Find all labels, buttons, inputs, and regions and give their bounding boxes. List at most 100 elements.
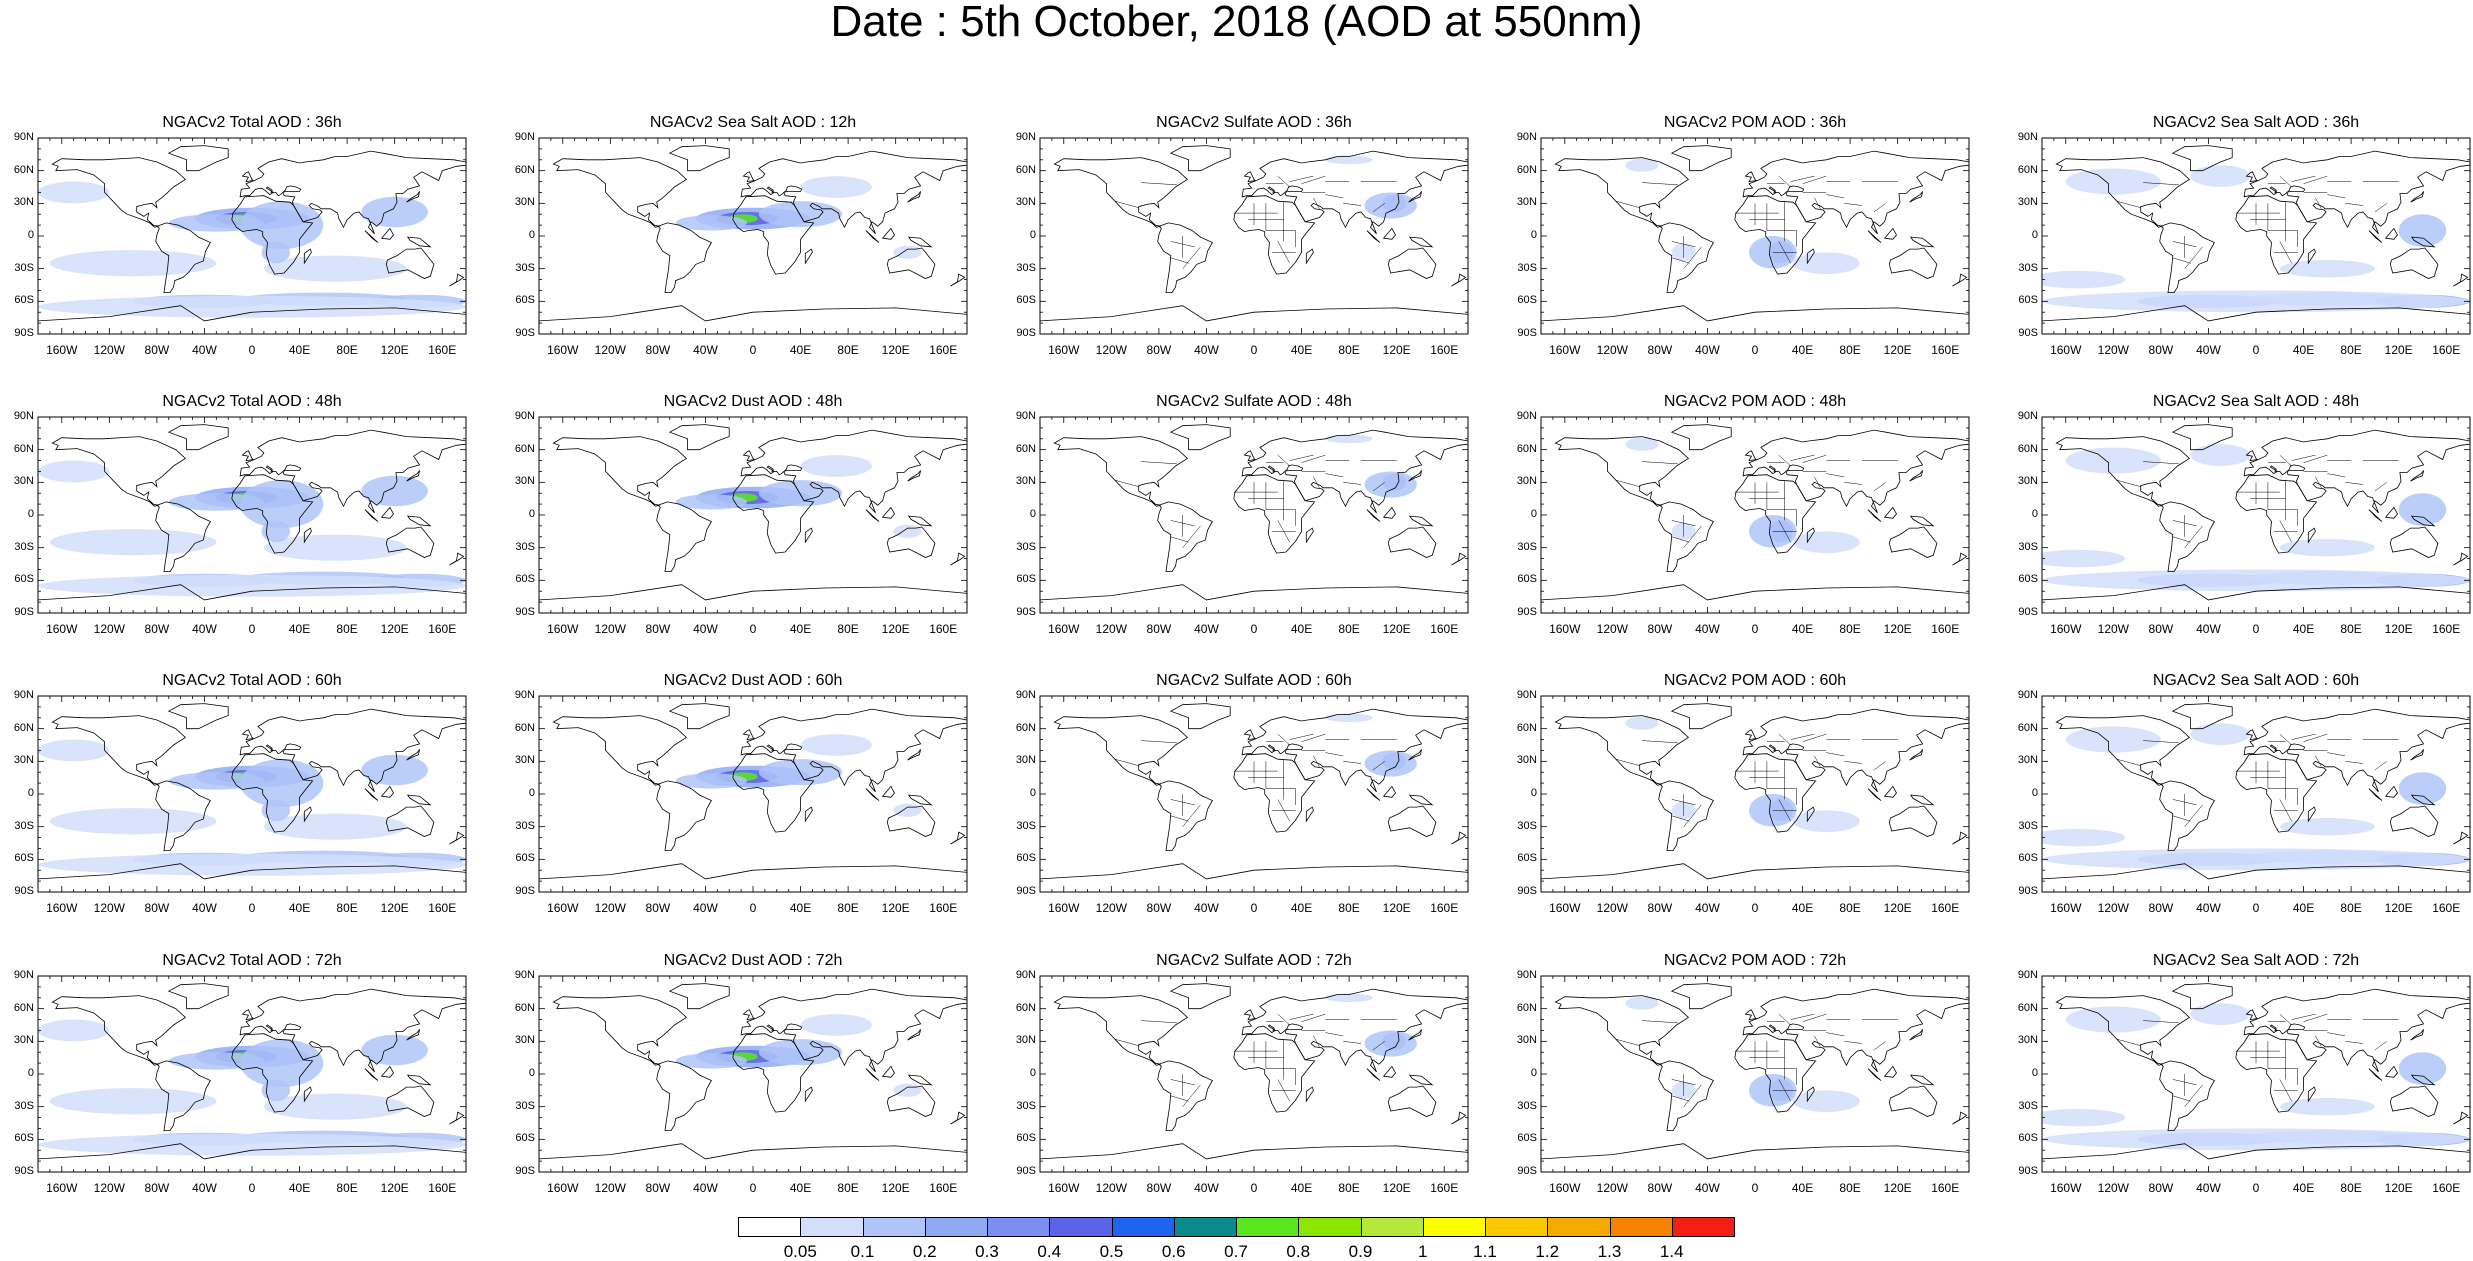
lat-tick-label: 30N: [13, 1034, 34, 1047]
lon-tick-label: 0: [1751, 901, 1759, 915]
aod-field-shade: [2042, 1108, 2126, 1127]
lon-tick-label: 80E: [1839, 343, 1861, 357]
lat-tick-label: 90N: [1516, 689, 1537, 701]
lon-tick-label: 0: [749, 622, 757, 636]
coastline: [2171, 145, 2233, 172]
lat-tick-label: 90S: [1517, 327, 1537, 339]
lat-tick-label: 60S: [1517, 1132, 1537, 1145]
lon-tick-label: 120W: [2097, 901, 2129, 915]
coastline: [406, 794, 432, 806]
coastline: [1554, 715, 1690, 786]
aod-field-shade: [1625, 437, 1659, 451]
coastline: [1241, 429, 1468, 514]
coastline: [449, 273, 465, 287]
lat-tick-label: 90N: [514, 969, 535, 981]
coastline: [1952, 1111, 1968, 1125]
lat-tick-label: 60N: [2017, 442, 2038, 455]
coastline: [2410, 236, 2436, 248]
coastline: [668, 145, 730, 172]
map-panel: NGACv2 POM AOD : 60h 90N 60N 30N 0 30S 60S 90S 1…: [1503, 648, 2007, 926]
colorbar-label: 1.4: [1659, 1242, 1684, 1261]
lat-tick-label: 60N: [514, 163, 535, 176]
lon-tick-label: 80E: [1839, 622, 1861, 636]
country-border: [1802, 175, 1827, 184]
colorbar-label: 1: [1418, 1242, 1428, 1261]
coastline: [364, 788, 379, 801]
lon-tick-label: 40W: [1695, 622, 1720, 636]
country-border: [1778, 454, 1791, 467]
coastline: [740, 988, 967, 1073]
lon-tick-label: 120E: [380, 901, 409, 915]
lat-tick-label: 0: [1530, 1067, 1537, 1079]
lon-tick-label: 80W: [645, 343, 671, 357]
lon-tick-label: 40E: [789, 622, 812, 636]
aod-field-shade: [240, 201, 324, 250]
aod-field-shade: [49, 808, 217, 835]
colorbar-swatch: [800, 1217, 864, 1237]
coastline: [1305, 248, 1314, 265]
lon-tick-label: 80W: [1146, 622, 1172, 636]
lon-tick-label: 160W: [547, 622, 579, 636]
lat-tick-label: 60S: [1517, 294, 1537, 307]
lon-tick-label: 160E: [929, 343, 958, 357]
lat-tick-label: 60S: [1016, 1132, 1036, 1145]
coastline: [380, 506, 394, 519]
coastline: [2042, 1143, 2470, 1172]
panel-title: NGACv2 Total AOD : 60h: [162, 672, 342, 689]
coastline: [303, 1086, 312, 1103]
coastline: [1243, 729, 1257, 741]
country-border: [1313, 197, 1320, 209]
coastline: [1806, 248, 1815, 265]
lat-tick-label: 90S: [14, 1165, 34, 1177]
lon-tick-label: 80W: [2148, 1181, 2174, 1195]
coastline: [1241, 150, 1468, 235]
coastline: [886, 805, 936, 837]
coastline: [1883, 227, 1897, 240]
lat-tick-label: 0: [2031, 1067, 2038, 1079]
coastline: [742, 450, 756, 462]
lat-tick-label: 0: [1029, 229, 1036, 241]
lat-tick-label: 30N: [1015, 475, 1036, 488]
lat-tick-label: 0: [27, 508, 34, 520]
coastline: [907, 1029, 921, 1041]
country-border: [1814, 476, 1821, 488]
lon-tick-label: 80E: [2340, 622, 2362, 636]
coastline: [2389, 247, 2439, 279]
coastline: [1670, 703, 1732, 730]
country-border: [1277, 1079, 1290, 1102]
lon-tick-label: 80E: [2340, 1181, 2362, 1195]
map-frame: [538, 975, 968, 1173]
aod-field-shade: [800, 734, 872, 756]
country-border: [1671, 1095, 1690, 1102]
lon-tick-label: 40W: [1194, 343, 1219, 357]
country-border: [1277, 733, 1290, 746]
aod-field-shade: [2279, 817, 2375, 836]
coastline: [1742, 708, 1969, 793]
country-border: [1289, 454, 1314, 461]
lon-tick-label: 0: [1250, 901, 1258, 915]
country-border: [1325, 752, 1344, 757]
coastline: [804, 1086, 813, 1103]
lon-tick-label: 80W: [1647, 343, 1673, 357]
lon-tick-label: 80W: [144, 343, 170, 357]
lon-tick-label: 0: [749, 901, 757, 915]
country-border: [2143, 1020, 2179, 1024]
country-border: [1615, 758, 1640, 766]
coastline: [2245, 1009, 2259, 1021]
country-border: [2279, 1013, 2292, 1026]
aod-field-shade: [261, 241, 291, 264]
aod-field-shade: [2042, 270, 2126, 289]
coastline: [1233, 474, 1316, 554]
coastline: [2235, 195, 2318, 275]
lat-tick-label: 30N: [514, 1034, 535, 1047]
lon-tick-label: 80E: [336, 622, 358, 636]
aod-field-shade: [675, 215, 748, 231]
coastline: [1744, 1009, 1758, 1021]
lat-tick-label: 90S: [14, 327, 34, 339]
lat-tick-label: 90N: [1015, 410, 1036, 422]
lon-tick-label: 120E: [2384, 622, 2413, 636]
country-border: [1277, 799, 1290, 822]
lat-tick-label: 60N: [13, 1001, 34, 1014]
coastline: [907, 236, 933, 248]
aod-field-shade: [2042, 1128, 2470, 1151]
